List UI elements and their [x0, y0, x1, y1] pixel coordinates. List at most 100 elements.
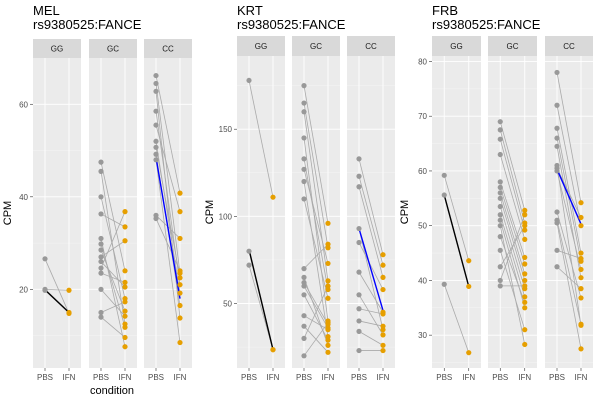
- mel-cc-mean-line: [155, 157, 181, 299]
- frb-gc-pair-line: [499, 181, 526, 258]
- mel-x-axis-title: condition: [90, 385, 134, 397]
- mel-gc-pair-line: [100, 196, 126, 299]
- frb-gg-strip-label: GG: [450, 42, 462, 51]
- krt-gc-ifn-point: [325, 327, 331, 333]
- frb-cc-x-tick-label: PBS: [549, 373, 565, 382]
- frb-gc-ifn-point: [522, 305, 528, 311]
- krt-cc-pair-line: [358, 186, 384, 278]
- krt-cc-pair-line: [358, 176, 384, 266]
- mel-gc-x-tick-label: IFN: [119, 373, 132, 382]
- mel-cc-ifn-point: [177, 315, 183, 321]
- frb-gc-pair-line: [499, 192, 526, 274]
- krt-cc-pbs-point: [356, 225, 362, 232]
- mel-y-tick-label: 60: [19, 100, 28, 109]
- krt-cc-x-tick-label: IFN: [377, 373, 390, 382]
- frb-gc-pair-line: [499, 236, 526, 303]
- krt-cc-pair-line: [358, 331, 384, 346]
- mel-cc-pair-line: [155, 83, 181, 274]
- mel-gc-pair-line: [100, 162, 126, 271]
- frb-gg-ifn-point: [466, 283, 472, 290]
- frb-cc-pair-line: [556, 168, 582, 218]
- krt-cc-pbs-point: [356, 173, 362, 179]
- mel-gc-pbs-point: [98, 241, 104, 247]
- mel-gg-pair-line: [44, 258, 70, 314]
- mel-cc-ifn-point: [177, 339, 183, 346]
- frb-gc-ifn-point: [522, 271, 528, 277]
- frb-title: FRB rs9380525:FANCE: [432, 3, 541, 32]
- krt-cc-pbs-point: [356, 269, 362, 275]
- frb-gc-pbs-point: [497, 283, 503, 289]
- mel-cc-strip: [144, 39, 192, 58]
- frb-gc-pbs-point: [497, 136, 503, 142]
- frb-cc-pbs-point: [554, 220, 560, 226]
- krt-gc-pair-line: [303, 111, 329, 281]
- mel-gc-pbs-point: [98, 314, 104, 320]
- mel-cc-ifn-point: [177, 302, 183, 309]
- mel-cc-pbs-point: [153, 88, 159, 94]
- krt-gc-ifn-point: [325, 260, 331, 267]
- krt-gc-pair-line: [303, 169, 329, 264]
- krt-gc-pbs-point: [301, 283, 307, 289]
- krt-gc-pbs-point: [301, 109, 307, 115]
- frb-gc-ifn-point: [522, 277, 528, 284]
- frb-gc-ifn-point: [522, 254, 528, 261]
- mel-gc-ifn-point: [122, 299, 128, 305]
- krt-gg-panel: [237, 56, 285, 368]
- krt-title: KRT rs9380525:FANCE: [237, 3, 346, 32]
- krt-gc-pbs-point: [301, 292, 307, 298]
- frb-cc-ifn-point: [578, 255, 584, 262]
- krt-cc-pair-line: [358, 294, 384, 336]
- mel-cc-pbs-point: [153, 151, 159, 157]
- krt-cc-ifn-point: [380, 342, 386, 348]
- frb-y-tick-label: 70: [418, 112, 427, 121]
- krt-gc-ifn-point: [325, 320, 331, 326]
- mel-cc-pbs-point: [153, 80, 159, 87]
- mel-gc-strip: [89, 39, 137, 58]
- frb-gc-ifn-point: [522, 299, 528, 305]
- mel-cc-pair-line: [155, 141, 181, 294]
- frb-cc-strip: [545, 36, 593, 56]
- krt-gg-ifn-point: [270, 347, 276, 353]
- mel-gc-pbs-point: [98, 270, 104, 276]
- krt-cc-pair-line: [358, 308, 384, 315]
- krt-cc-ifn-point: [380, 262, 386, 268]
- frb-cc-ifn-point: [578, 275, 584, 281]
- krt-gc-pbs-point: [301, 196, 307, 202]
- krt-cc-pair-line: [358, 320, 384, 327]
- frb-cc-ifn-point: [578, 321, 584, 327]
- krt-gc-pair-line: [303, 137, 329, 321]
- mel-gc-ifn-point: [122, 284, 128, 290]
- frb-gc-x-tick-label: IFN: [518, 373, 531, 382]
- krt-gc-pair-line: [303, 102, 329, 248]
- mel-gc-ifn-point: [122, 209, 128, 215]
- mel-cc-pair-line: [155, 75, 181, 194]
- mel-cc-pbs-point: [153, 122, 159, 128]
- krt-gc-pair-line: [303, 243, 329, 269]
- frb-gc-ifn-point: [522, 212, 528, 218]
- frb-gc-pair-line: [499, 129, 526, 224]
- krt-gc-pbs-point: [301, 135, 307, 141]
- mel-cc-ifn-point: [177, 235, 183, 242]
- frb-gc-pbs-point: [497, 179, 503, 185]
- krt-cc-ifn-point: [380, 286, 386, 293]
- mel-title-line-2: rs9380525:FANCE: [33, 17, 142, 32]
- mel-cc-ifn-point: [177, 290, 183, 296]
- krt-gc-pbs-point: [301, 166, 307, 172]
- mel-gc-panel: [89, 58, 137, 368]
- frb-cc-pair-line: [556, 165, 582, 326]
- krt-cc-ifn-point: [380, 323, 386, 329]
- frb-gc-panel: [488, 56, 537, 368]
- frb-gc-pair-line: [499, 198, 526, 281]
- frb-cc-ifn-point: [578, 214, 584, 221]
- krt-gc-ifn-point: [325, 349, 331, 355]
- krt-gc-pair-line: [303, 181, 329, 337]
- mel-title: MEL rs9380525:FANCE: [33, 3, 142, 32]
- frb-gc-ifn-point: [522, 327, 528, 333]
- frb-gg-pair-line: [443, 284, 470, 353]
- krt-cc-pbs-point: [356, 328, 362, 334]
- krt-gc-pbs-point: [301, 323, 307, 329]
- krt-gc-strip: [292, 36, 340, 56]
- frb-cc-pbs-point: [554, 247, 560, 253]
- frb-gc-pbs-point: [497, 203, 503, 210]
